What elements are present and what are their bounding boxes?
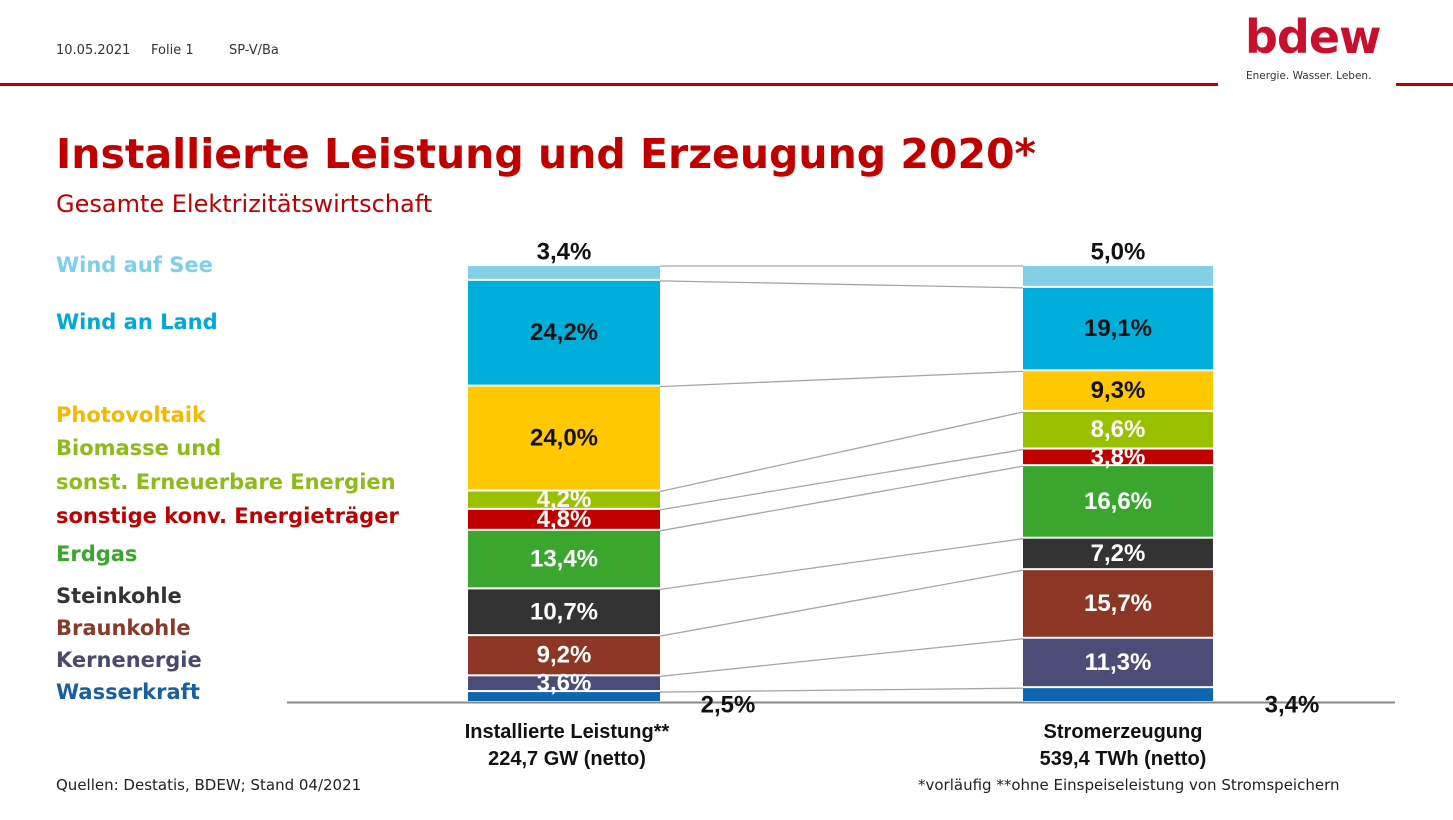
bar-segment-wind-auf-see-0 bbox=[468, 266, 660, 279]
data-label: 4,8% bbox=[537, 506, 592, 533]
bar-segment-steinkohle-0 bbox=[468, 589, 660, 635]
logo-tagline: Energie. Wasser. Leben. bbox=[1246, 70, 1372, 82]
bar-segment-wasserkraft-0 bbox=[468, 692, 660, 701]
data-label: 8,6% bbox=[1091, 416, 1146, 443]
category-label: Stromerzeugung bbox=[1044, 721, 1203, 743]
bar-segment-biomasse-und-sonst-erneuerbare-energien-0 bbox=[468, 491, 660, 508]
data-label: 5,0% bbox=[1091, 239, 1146, 266]
data-label: 16,6% bbox=[1084, 488, 1152, 515]
data-label: 3,4% bbox=[537, 239, 592, 266]
legend-sonstige-konv: sonstige konv. Energieträger bbox=[56, 504, 399, 528]
legend-wind-auf-see: Wind auf See bbox=[56, 253, 213, 277]
legend-photovoltaik: Photovoltaik bbox=[56, 403, 206, 427]
bar-segment-kernenergie-1 bbox=[1023, 638, 1213, 687]
slide-date: 10.05.2021 bbox=[56, 43, 131, 58]
data-label: 24,0% bbox=[530, 425, 598, 452]
page-title: Installierte Leistung und Erzeugung 2020… bbox=[56, 130, 1036, 178]
legend-biomasse-line1: Biomasse und bbox=[56, 436, 222, 460]
data-label: 24,2% bbox=[530, 319, 598, 346]
data-label: 3,6% bbox=[537, 670, 592, 697]
bar-segment-wind-auf-see-1 bbox=[1023, 266, 1213, 286]
legend-biomasse-line2: sonst. Erneuerbare Energien bbox=[56, 470, 396, 494]
legend-kernenergie: Kernenergie bbox=[56, 648, 202, 672]
data-label: 11,3% bbox=[1085, 649, 1152, 676]
bar-segment-braunkohle-1 bbox=[1023, 570, 1213, 637]
bar-segment-photovoltaik-1 bbox=[1023, 371, 1213, 410]
data-label: 3,4% bbox=[1265, 692, 1320, 719]
bar-segment-wind-an-land-0 bbox=[468, 280, 660, 385]
header-rule-left bbox=[0, 83, 1218, 86]
data-label: 3,8% bbox=[1091, 443, 1146, 470]
slide-number: Folie 1 bbox=[151, 43, 194, 58]
footnote: *vorläufig **ohne Einspeiseleistung von … bbox=[918, 776, 1340, 794]
bar-segment-wind-an-land-1 bbox=[1023, 287, 1213, 370]
category-sublabel: 539,4 TWh (netto) bbox=[1040, 748, 1207, 770]
legend-erdgas: Erdgas bbox=[56, 542, 138, 566]
bar-segment-erdgas-0 bbox=[468, 530, 660, 588]
connector-line bbox=[659, 465, 1024, 532]
data-label: 13,4% bbox=[530, 546, 598, 573]
slide-author: SP-V/Ba bbox=[229, 43, 279, 58]
connector-line bbox=[659, 448, 1024, 511]
bar-segment-braunkohle-0 bbox=[468, 636, 660, 675]
data-label: 7,2% bbox=[1091, 540, 1146, 567]
data-label: 2,5% bbox=[701, 692, 756, 719]
bar-segment-sonstige-konv-energietr-ger-1 bbox=[1023, 449, 1213, 465]
category-label: Installierte Leistung** bbox=[465, 721, 670, 743]
source-note: Quellen: Destatis, BDEW; Stand 04/2021 bbox=[56, 776, 362, 794]
connector-line bbox=[659, 370, 1024, 388]
legend-wind-an-land: Wind an Land bbox=[56, 310, 218, 334]
data-label: 9,3% bbox=[1091, 377, 1146, 404]
data-label: 15,7% bbox=[1084, 590, 1152, 617]
bar-segment-photovoltaik-0 bbox=[468, 386, 660, 490]
data-label: 19,1% bbox=[1084, 315, 1152, 342]
connector-line bbox=[659, 538, 1024, 591]
data-label: 10,7% bbox=[530, 598, 598, 625]
connector-line bbox=[659, 638, 1024, 677]
page-subtitle: Gesamte Elektrizitätswirtschaft bbox=[56, 190, 433, 218]
bar-segment-biomasse-und-sonst-erneuerbare-energien-1 bbox=[1023, 411, 1213, 448]
bar-segment-erdgas-1 bbox=[1023, 466, 1213, 537]
connector-line bbox=[659, 687, 1024, 693]
header-rule-right bbox=[1396, 83, 1453, 86]
connector-line bbox=[659, 280, 1024, 289]
bar-segment-wasserkraft-1 bbox=[1023, 688, 1213, 701]
connector-line bbox=[659, 569, 1024, 637]
data-label: 9,2% bbox=[537, 642, 592, 669]
legend-braunkohle: Braunkohle bbox=[56, 616, 191, 640]
bdew-logo: bdew bbox=[1245, 10, 1382, 64]
legend-steinkohle: Steinkohle bbox=[56, 584, 182, 608]
data-label: 4,2% bbox=[537, 486, 592, 513]
connector-line bbox=[659, 411, 1024, 493]
bar-segment-steinkohle-1 bbox=[1023, 538, 1213, 569]
legend-wasserkraft: Wasserkraft bbox=[56, 680, 200, 704]
bar-segment-kernenergie-0 bbox=[468, 676, 660, 691]
category-sublabel: 224,7 GW (netto) bbox=[488, 748, 646, 770]
bar-segment-sonstige-konv-energietr-ger-0 bbox=[468, 509, 660, 529]
